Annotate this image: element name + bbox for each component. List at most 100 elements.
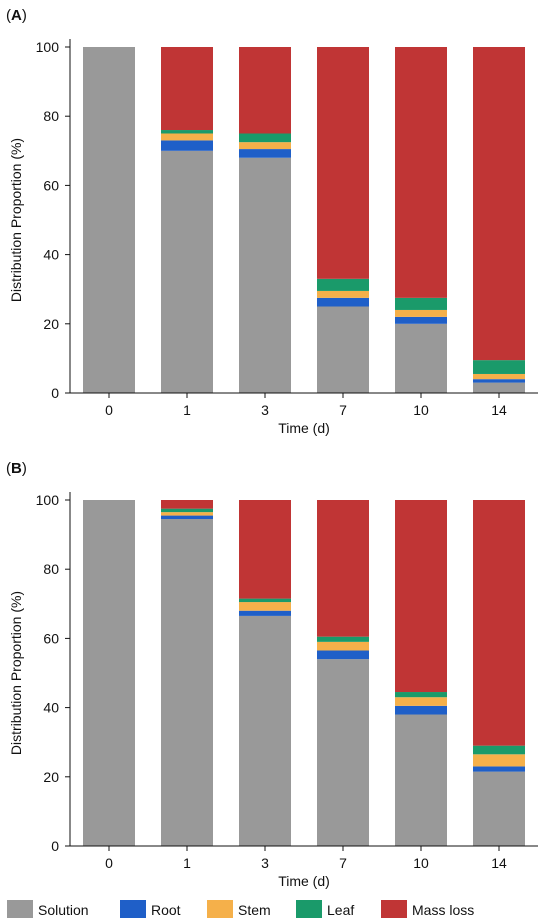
x-tick-label: 7 <box>339 402 347 418</box>
bar-segment-leaf-day-7 <box>317 636 369 642</box>
bar-segment-solution-day-14 <box>473 771 525 846</box>
x-tick-label: 3 <box>261 402 269 418</box>
y-tick-label: 40 <box>43 700 59 716</box>
bar-segment-mass-loss-day-1 <box>161 47 213 131</box>
bar-segment-stem-day-3 <box>239 142 291 150</box>
panel-label-letter: B <box>11 460 22 477</box>
bar-segment-leaf-day-14 <box>473 360 525 374</box>
bar-segment-leaf-day-3 <box>239 133 291 143</box>
bar-segment-solution-day-10 <box>395 323 447 393</box>
legend-swatch-mass-loss <box>381 900 407 918</box>
bar-segment-mass-loss-day-7 <box>317 500 369 637</box>
x-tick-label: 0 <box>105 855 113 871</box>
bar-segment-root-day-10 <box>395 316 447 324</box>
bar-segment-solution-day-3 <box>239 615 291 846</box>
y-tick-label: 60 <box>43 630 59 646</box>
bar-segment-mass-loss-day-10 <box>395 47 447 298</box>
legend-swatch-solution <box>7 900 33 918</box>
legend-label-mass-loss: Mass loss <box>412 902 474 918</box>
legend-label-root: Root <box>151 902 181 918</box>
bar-segment-mass-loss-day-1 <box>161 500 213 509</box>
bar-segment-root-day-10 <box>395 705 447 715</box>
panel-a-chart: (A) 0 1 3 7 10 14 0 20 40 60 80 100 Time (d) Distribut… <box>6 7 538 436</box>
x-tick-label: 1 <box>183 855 191 871</box>
bar-segment-root-day-14 <box>473 766 525 772</box>
y-tick-label: 20 <box>43 769 59 785</box>
bar-segment-leaf-day-10 <box>395 692 447 698</box>
panel-label: (B) <box>6 460 27 477</box>
bar-segment-solution-day-1 <box>161 150 213 393</box>
bar-segment-stem-day-3 <box>239 602 291 611</box>
x-tick-label: 14 <box>491 855 507 871</box>
bar-segment-root-day-3 <box>239 149 291 158</box>
bar-segment-leaf-day-1 <box>161 130 213 134</box>
bar-segment-root-day-1 <box>161 515 213 520</box>
x-tick-label: 14 <box>491 402 507 418</box>
bar-segment-stem-day-7 <box>317 641 369 651</box>
panel-label-close-paren: ) <box>22 7 27 24</box>
legend-swatch-stem <box>207 900 233 918</box>
x-tick-label: 10 <box>413 402 429 418</box>
x-tick-label: 7 <box>339 855 347 871</box>
bar-segment-mass-loss-day-3 <box>239 47 291 134</box>
bar-segment-stem-day-14 <box>473 754 525 767</box>
bar-segment-stem-day-1 <box>161 133 213 141</box>
y-tick-label: 80 <box>43 108 59 124</box>
bar-segment-solution-day-7 <box>317 306 369 393</box>
x-axis-title: Time (d) <box>278 420 330 436</box>
legend: Solution Root Stem Leaf Mass loss <box>7 900 474 918</box>
bar-segment-solution-day-14 <box>473 382 525 393</box>
bar-segment-solution-day-3 <box>239 157 291 393</box>
y-tick-label: 0 <box>51 838 59 854</box>
bar-segment-mass-loss-day-7 <box>317 47 369 279</box>
y-tick-label: 20 <box>43 316 59 332</box>
bar-segment-solution-day-0 <box>83 47 135 393</box>
panel-label-open-paren: ( <box>6 460 11 477</box>
bar-segment-mass-loss-day-10 <box>395 500 447 693</box>
bar-segment-root-day-14 <box>473 379 525 383</box>
panel-label-letter: A <box>11 7 22 24</box>
bar-segment-mass-loss-day-3 <box>239 500 291 599</box>
bar-segment-stem-day-14 <box>473 373 525 380</box>
bar-segment-mass-loss-day-14 <box>473 47 525 361</box>
bar-segment-stem-day-7 <box>317 290 369 298</box>
y-tick-label: 60 <box>43 177 59 193</box>
legend-label-solution: Solution <box>38 902 89 918</box>
legend-swatch-leaf <box>296 900 322 918</box>
legend-swatch-root <box>120 900 146 918</box>
legend-label-leaf: Leaf <box>327 902 354 918</box>
legend-label-stem: Stem <box>238 902 271 918</box>
bar-segment-solution-day-10 <box>395 714 447 846</box>
y-tick-label: 0 <box>51 385 59 401</box>
y-tick-label: 40 <box>43 247 59 263</box>
bar-segment-leaf-day-14 <box>473 745 525 755</box>
bar-segment-stem-day-1 <box>161 512 213 516</box>
bar-segment-solution-day-0 <box>83 500 135 846</box>
x-axis-title: Time (d) <box>278 873 330 889</box>
panel-b-chart: (B) 0 1 3 7 10 14 0 20 40 60 80 100 Time (d) Distribut… <box>6 460 538 889</box>
bar-segment-root-day-1 <box>161 140 213 151</box>
bar-segment-root-day-7 <box>317 297 369 307</box>
bar-segment-leaf-day-1 <box>161 508 213 513</box>
bar-segment-stem-day-10 <box>395 697 447 706</box>
bar-segment-root-day-3 <box>239 610 291 616</box>
bar-segment-stem-day-10 <box>395 309 447 317</box>
panel-label: (A) <box>6 7 27 24</box>
x-tick-label: 1 <box>183 402 191 418</box>
panel-label-open-paren: ( <box>6 7 11 24</box>
y-tick-label: 100 <box>36 39 60 55</box>
bar-segment-leaf-day-7 <box>317 278 369 291</box>
x-tick-label: 3 <box>261 855 269 871</box>
bar-segment-solution-day-7 <box>317 659 369 846</box>
bar-segment-leaf-day-10 <box>395 297 447 310</box>
y-tick-label: 80 <box>43 561 59 577</box>
y-tick-label: 100 <box>36 492 60 508</box>
bar-segment-mass-loss-day-14 <box>473 500 525 746</box>
bar-segment-root-day-7 <box>317 650 369 660</box>
bar-segment-solution-day-1 <box>161 519 213 846</box>
x-tick-label: 10 <box>413 855 429 871</box>
y-axis-title: Distribution Proportion (%) <box>8 138 24 302</box>
x-tick-label: 0 <box>105 402 113 418</box>
y-axis-title: Distribution Proportion (%) <box>8 591 24 755</box>
